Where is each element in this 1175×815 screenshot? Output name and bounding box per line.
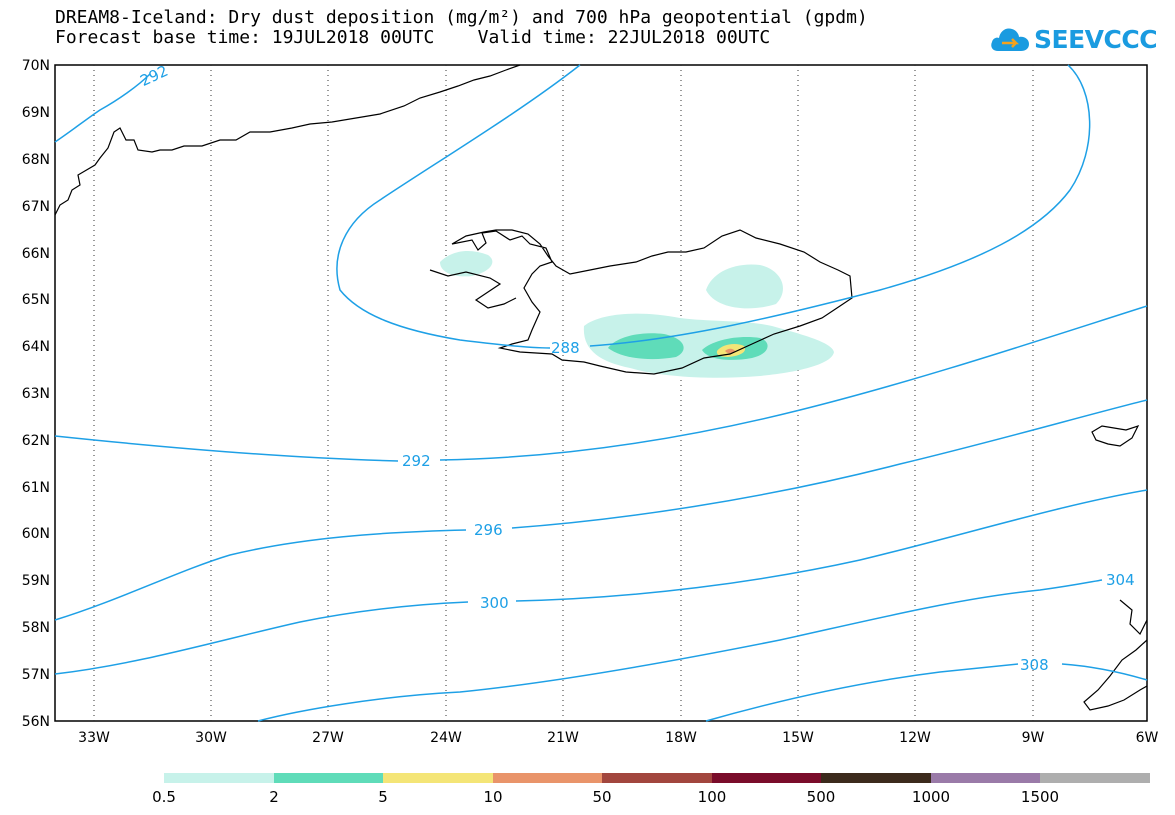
- map-subtitle: Forecast base time: 19JUL2018 00UTC Vali…: [55, 27, 771, 48]
- lat-label: 60N: [22, 526, 50, 542]
- lon-label: 18W: [665, 730, 697, 746]
- dust-area-2-5: [608, 333, 684, 360]
- contour-304: [257, 579, 1103, 722]
- legend-swatch: [1040, 773, 1150, 783]
- map-frame: [54, 64, 1148, 722]
- lat-label: 63N: [22, 386, 50, 402]
- legend-swatch: [602, 773, 712, 783]
- lat-label: 66N: [22, 246, 50, 262]
- contour-label: 288: [551, 339, 580, 357]
- lon-label: 9W: [1022, 730, 1045, 746]
- contour-label: 296: [474, 521, 503, 539]
- contour-label: 304: [1106, 571, 1135, 589]
- coastlines: [54, 64, 1148, 711]
- seevccc-logo: SEEVCCC: [990, 18, 1165, 60]
- lat-label: 57N: [22, 667, 50, 683]
- norway-coast: [1083, 639, 1148, 711]
- legend-swatch: [383, 773, 493, 783]
- lat-label: 68N: [22, 152, 50, 168]
- lat-label: 70N: [22, 58, 50, 74]
- lon-label: 33W: [78, 730, 110, 746]
- contour-288: [336, 64, 1091, 349]
- legend-label: 5: [378, 788, 388, 806]
- lat-label: 62N: [22, 433, 50, 449]
- faroe-islands: [1091, 424, 1140, 447]
- legend-swatch: [493, 773, 602, 783]
- color-legend: [164, 773, 1150, 783]
- legend-swatch: [274, 773, 383, 783]
- lat-label: 64N: [22, 339, 50, 355]
- contour-300: [54, 489, 1148, 675]
- lon-label: 30W: [195, 730, 227, 746]
- dust-area-north: [706, 264, 783, 309]
- legend-swatch: [164, 773, 274, 783]
- lat-label: 58N: [22, 620, 50, 636]
- legend-label: 10: [483, 788, 502, 806]
- shetland-coast: [1119, 599, 1148, 636]
- legend-swatch: [712, 773, 821, 783]
- lat-label: 69N: [22, 105, 50, 121]
- lat-label: 61N: [22, 480, 50, 496]
- contour-308: [705, 663, 1148, 722]
- lat-label: 59N: [22, 573, 50, 589]
- lat-label: 67N: [22, 199, 50, 215]
- lat-label: 56N: [22, 714, 50, 730]
- dust-shading: [440, 250, 834, 378]
- legend-label: 1000: [912, 788, 950, 806]
- contour-label: 292: [402, 452, 431, 470]
- logo-text: SEEVCCC: [1034, 24, 1158, 54]
- lon-label: 12W: [899, 730, 931, 746]
- lat-label: 65N: [22, 292, 50, 308]
- lon-label: 21W: [547, 730, 579, 746]
- contour-292: [54, 305, 1148, 462]
- legend-label: 2: [269, 788, 279, 806]
- iceland-coast: [451, 229, 853, 375]
- lon-label: 15W: [782, 730, 814, 746]
- map-title: DREAM8-Iceland: Dry dust deposition (mg/…: [55, 7, 868, 28]
- lon-label: 27W: [312, 730, 344, 746]
- legend-label: 500: [807, 788, 836, 806]
- contour-label: 308: [1020, 656, 1049, 674]
- legend-label: 50: [592, 788, 611, 806]
- westfjords-detail: [429, 269, 517, 309]
- legend-swatch: [821, 773, 931, 783]
- greenland-coast: [54, 64, 521, 216]
- legend-label: 100: [698, 788, 727, 806]
- contour-label: 300: [480, 594, 509, 612]
- contour-296: [54, 399, 1148, 621]
- lon-label: 6W: [1136, 730, 1159, 746]
- legend-swatch: [931, 773, 1040, 783]
- cloud-icon: [991, 28, 1029, 51]
- legend-label: 0.5: [152, 788, 176, 806]
- contour-292-north: [54, 73, 151, 143]
- legend-label: 1500: [1021, 788, 1059, 806]
- geopotential-contours: [54, 64, 1148, 722]
- dust-area-westfjords: [440, 250, 493, 277]
- lon-label: 24W: [430, 730, 462, 746]
